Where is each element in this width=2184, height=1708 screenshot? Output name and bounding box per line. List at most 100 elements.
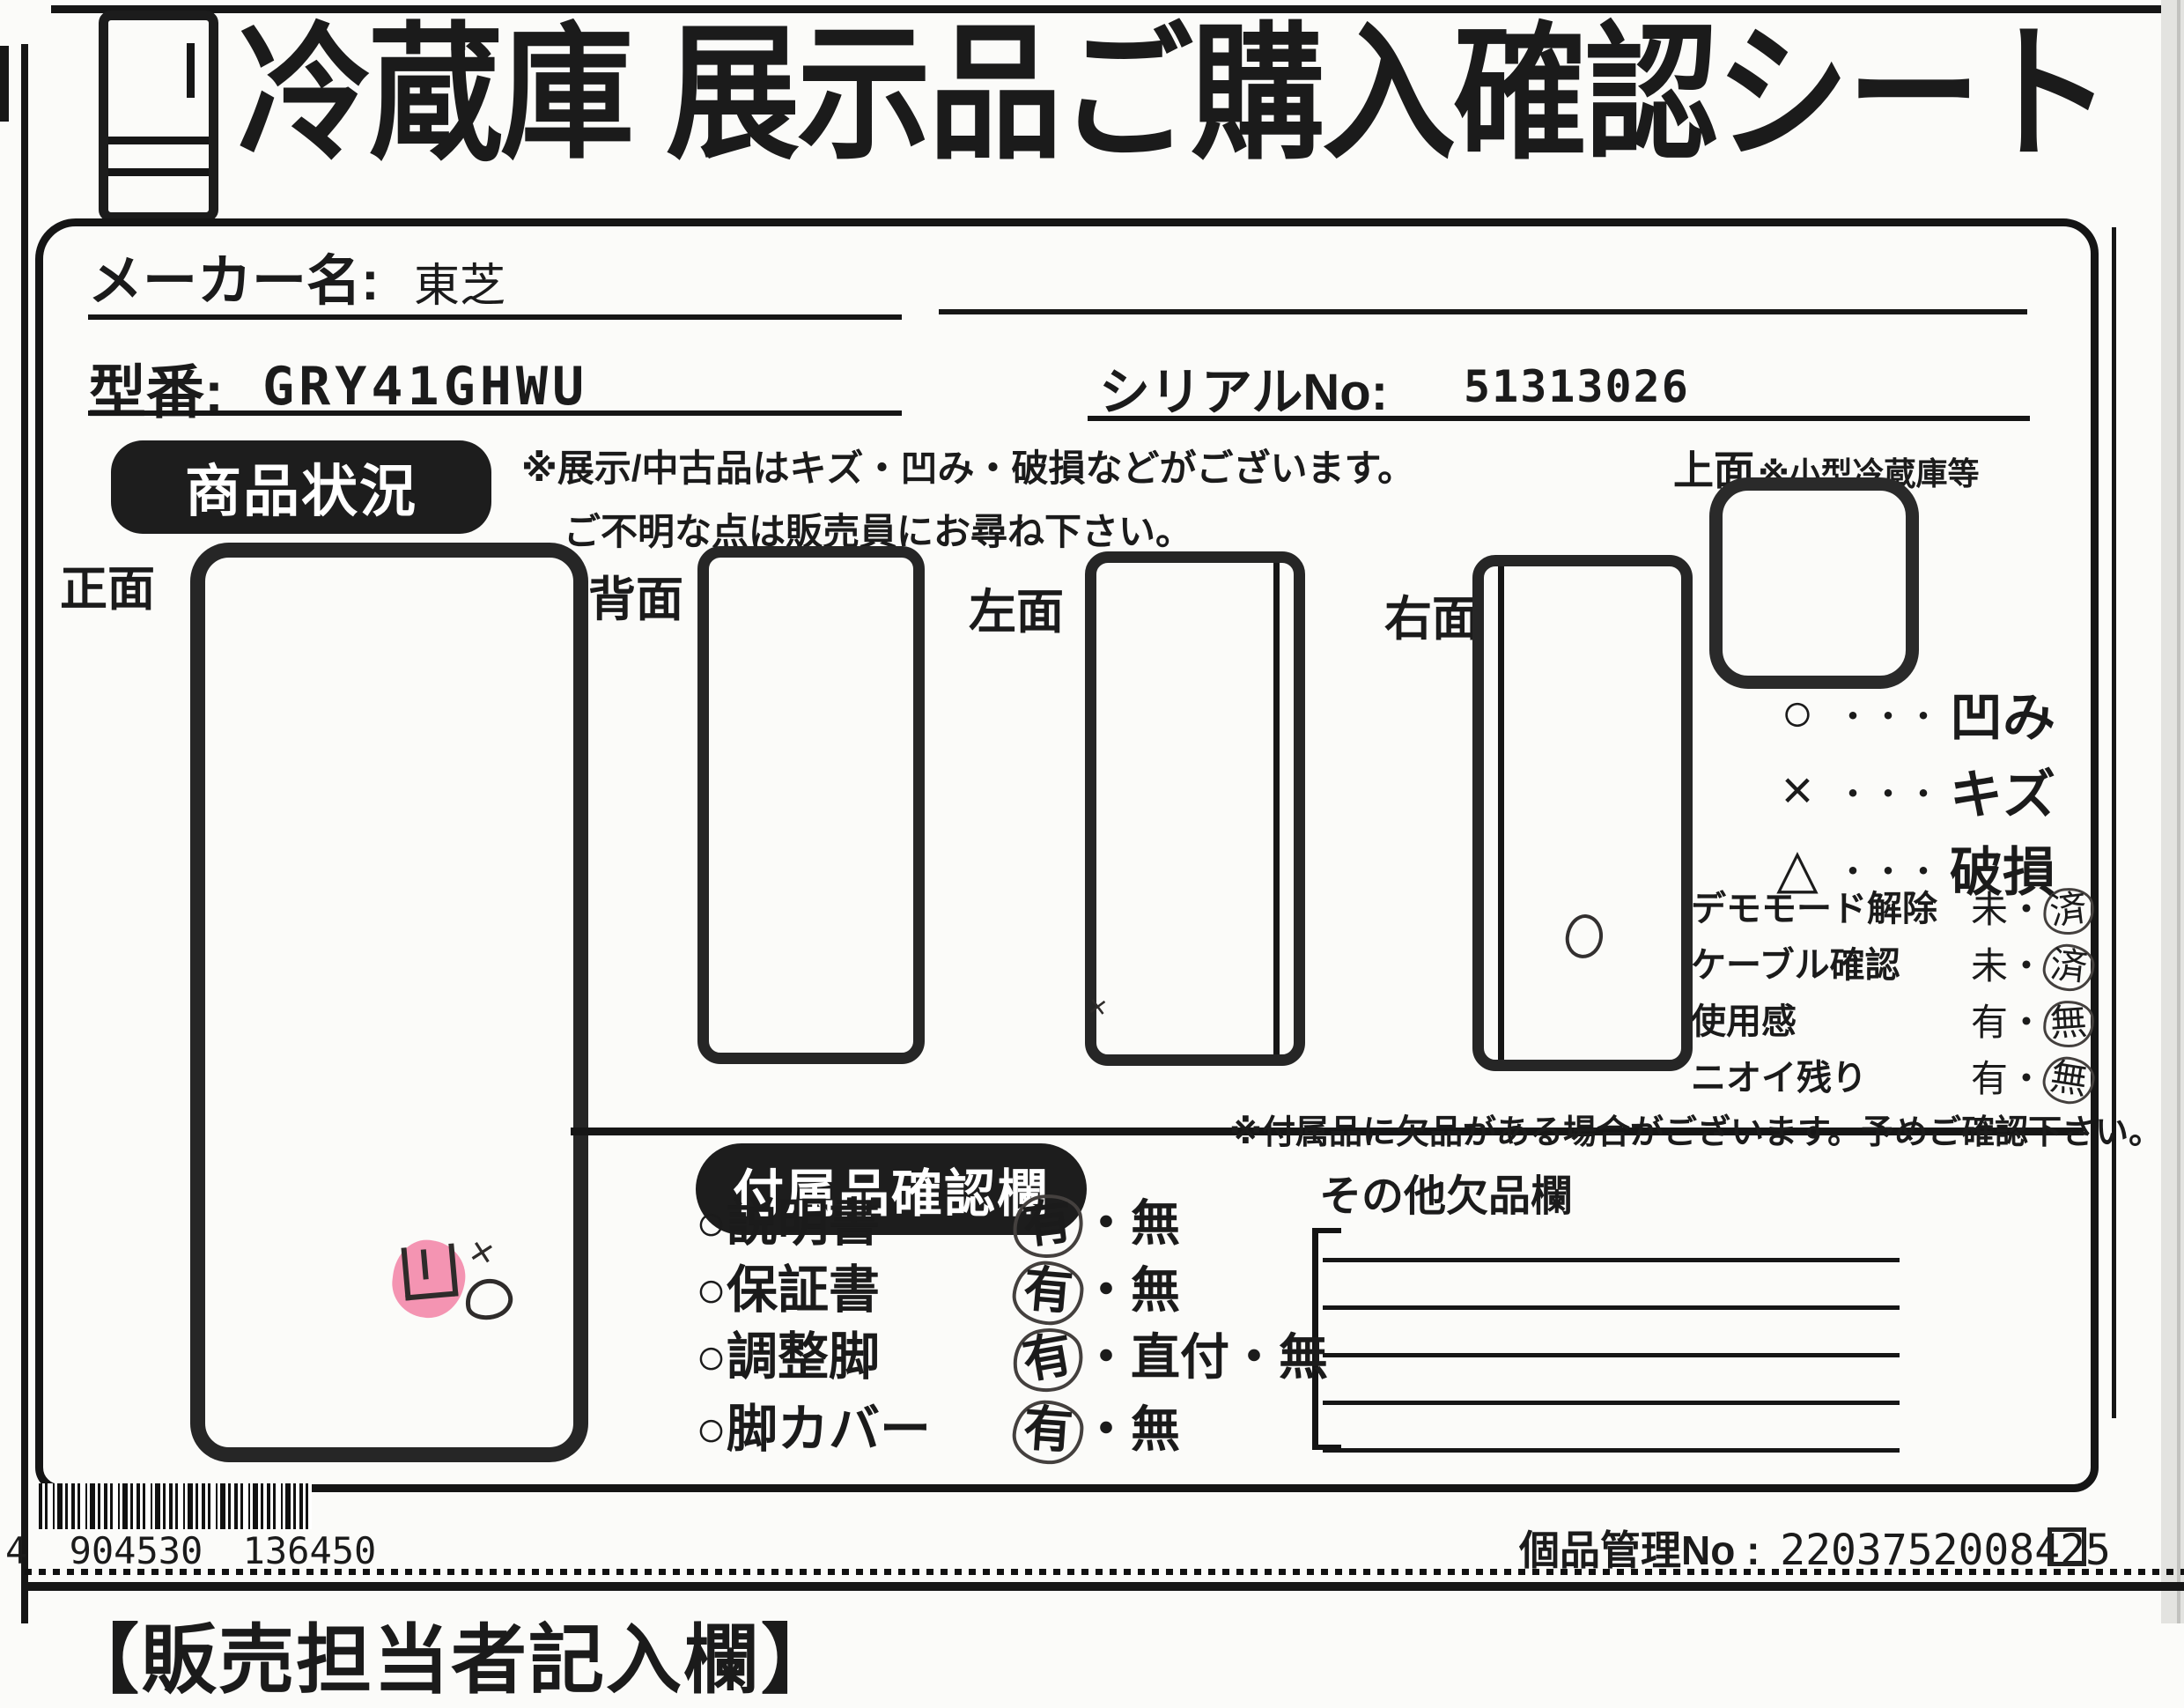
missing-items-bracket: [1312, 1228, 1345, 1450]
serial-value: 51313026: [1464, 361, 1690, 412]
form-main-box: [35, 218, 2099, 1492]
check-row-usage-feel: 使用感: [1691, 1004, 1797, 1039]
refrigerator-icon-divider-2: [108, 168, 209, 176]
panel-left-door-line: [1273, 563, 1280, 1054]
accessory-option-no: 無: [1131, 1195, 1180, 1251]
accessory-option-yes-circled: 有: [1007, 1322, 1088, 1398]
accessory-label: 保証書: [727, 1261, 881, 1319]
check-option-yes: 有: [1971, 1058, 2009, 1099]
left-edge-artifact: [0, 46, 9, 122]
model-value: GRY41GHWU: [262, 356, 589, 418]
accessory-options-foot-cover: 有・無: [1010, 1398, 1180, 1467]
barcode-digit-group: 904530: [69, 1529, 203, 1572]
option-separator: ・: [1081, 1401, 1131, 1457]
check-option-done-circled: 済: [2040, 884, 2098, 938]
legend-scratch-label: キズ: [1950, 765, 2055, 824]
barcode-digits: 4 904530 136450: [5, 1529, 376, 1572]
scan-right-edge-line: [2177, 0, 2180, 1623]
model-underline: [88, 410, 902, 416]
missing-items-blank-line: [1323, 1401, 1900, 1405]
legend-item-scratch: × ・・・ キズ: [1768, 752, 2055, 829]
model-label: 型番:: [88, 359, 224, 425]
management-number-label: 個品管理No: [1519, 1527, 1736, 1573]
check-option-unset: 未: [1971, 889, 2009, 930]
maker-underline-right: [939, 309, 2027, 314]
missing-items-blank-line: [1323, 1353, 1900, 1357]
item-circle-prefix: ○: [696, 1328, 727, 1386]
scan-right-edge: [2161, 0, 2184, 1623]
management-number-colon: :: [1746, 1527, 1760, 1573]
accessory-row-foot-cover: ○脚カバー: [696, 1404, 931, 1455]
check-options-cable: 未・済: [1971, 942, 2097, 994]
serial-label: シリアルNo:: [1099, 364, 1389, 421]
refrigerator-icon-divider-1: [108, 137, 209, 144]
legend-dots: ・・・: [1835, 774, 1941, 814]
option-separator: ・: [1229, 1329, 1279, 1385]
barcode: [39, 1483, 312, 1529]
check-option-yes: 有: [1971, 1002, 2009, 1043]
accessory-options-warranty: 有・無: [1010, 1258, 1180, 1328]
condition-badge: 商品状況: [111, 440, 491, 534]
check-label: 使用感: [1691, 1002, 1797, 1041]
staff-entry-section-title: 【販売担当者記入欄】: [63, 1618, 838, 1703]
missing-items-blank-line: [1323, 1448, 1900, 1453]
accessory-option-yes-circled: 有: [1010, 1398, 1086, 1467]
accessory-option-no: 無: [1131, 1401, 1180, 1457]
option-separator: ・: [2008, 889, 2046, 930]
panel-front-diagram: [190, 543, 588, 1462]
accessory-row-leveling-feet: ○調整脚: [696, 1332, 880, 1383]
missing-items-blank-line: [1323, 1305, 1900, 1310]
accessory-option-yes-circled: 有: [1008, 1190, 1088, 1262]
section-divider-line: [571, 1128, 2084, 1135]
panel-front-label: 正面: [60, 563, 155, 616]
check-option-unset: 未: [1971, 945, 2009, 987]
page-title: 冷蔵庫 展示品ご購入確認シート: [238, 11, 2112, 177]
serial-underline: [1088, 416, 2030, 421]
accessory-label: 脚カバー: [727, 1401, 932, 1458]
scratch-symbol: ×: [1781, 760, 1814, 821]
option-separator: ・: [2008, 1002, 2046, 1043]
accessory-option-no: 無: [1131, 1262, 1180, 1318]
accessory-option-yes-circled: 有: [1010, 1258, 1086, 1328]
accessories-notice: ※付属品に欠品がある場合がございます。予めご確認下さい。: [1229, 1114, 2163, 1151]
damage-symbol: △: [1776, 839, 1819, 899]
check-option-none-circled: 無: [2040, 1053, 2098, 1108]
missing-items-blank-line: [1323, 1258, 1900, 1262]
check-options-demo-mode: 未・済: [1971, 884, 2098, 938]
perforation-dotted-line: [25, 1569, 2184, 1575]
item-circle-prefix: ○: [696, 1401, 727, 1458]
accessory-row-manual: ○説明書: [696, 1198, 880, 1249]
accessory-option-direct: 直付: [1131, 1329, 1229, 1385]
check-label: ニオイ残り: [1691, 1059, 1867, 1098]
check-option-none-circled: 無: [2041, 999, 2096, 1050]
legend-item-dent: ○ ・・・ 凹み: [1768, 675, 2055, 751]
option-separator: ・: [2008, 945, 2046, 987]
panel-right-diagram: [1472, 555, 1693, 1071]
legend-dots: ・・・: [1835, 852, 1941, 891]
legend-dots: ・・・: [1835, 697, 1941, 736]
accessories-badge: 付属品確認欄: [696, 1143, 1087, 1235]
option-separator: ・: [1081, 1262, 1131, 1318]
check-row-odor: ニオイ残り: [1691, 1061, 1867, 1096]
option-separator: ・: [1081, 1195, 1131, 1251]
check-options-usage-feel: 有・無: [1971, 999, 2096, 1050]
dent-symbol: ○: [1781, 683, 1814, 743]
accessory-option-no: 無: [1279, 1329, 1328, 1385]
maker-underline: [88, 314, 902, 320]
panel-right-door-line: [1498, 566, 1504, 1060]
check-label: ケーブル確認: [1691, 946, 1900, 985]
management-checkbox: [2048, 1527, 2086, 1566]
legend-damage-label: 破損: [1950, 843, 2055, 902]
item-circle-prefix: ○: [696, 1194, 727, 1252]
legend-item-damage: △ ・・・ 破損: [1768, 830, 2055, 906]
refrigerator-icon-handle: [187, 43, 195, 98]
top-view-diagram: [1709, 477, 1919, 689]
barcode-digit-group: 136450: [242, 1529, 377, 1572]
panel-back-diagram: [697, 546, 925, 1064]
check-options-odor: 有・無: [1971, 1053, 2098, 1108]
panel-back-label: 背面: [588, 573, 683, 626]
accessory-label: 説明書: [727, 1194, 881, 1252]
legend-dent-label: 凹み: [1950, 688, 2055, 747]
maker-value: 東芝: [414, 261, 506, 312]
